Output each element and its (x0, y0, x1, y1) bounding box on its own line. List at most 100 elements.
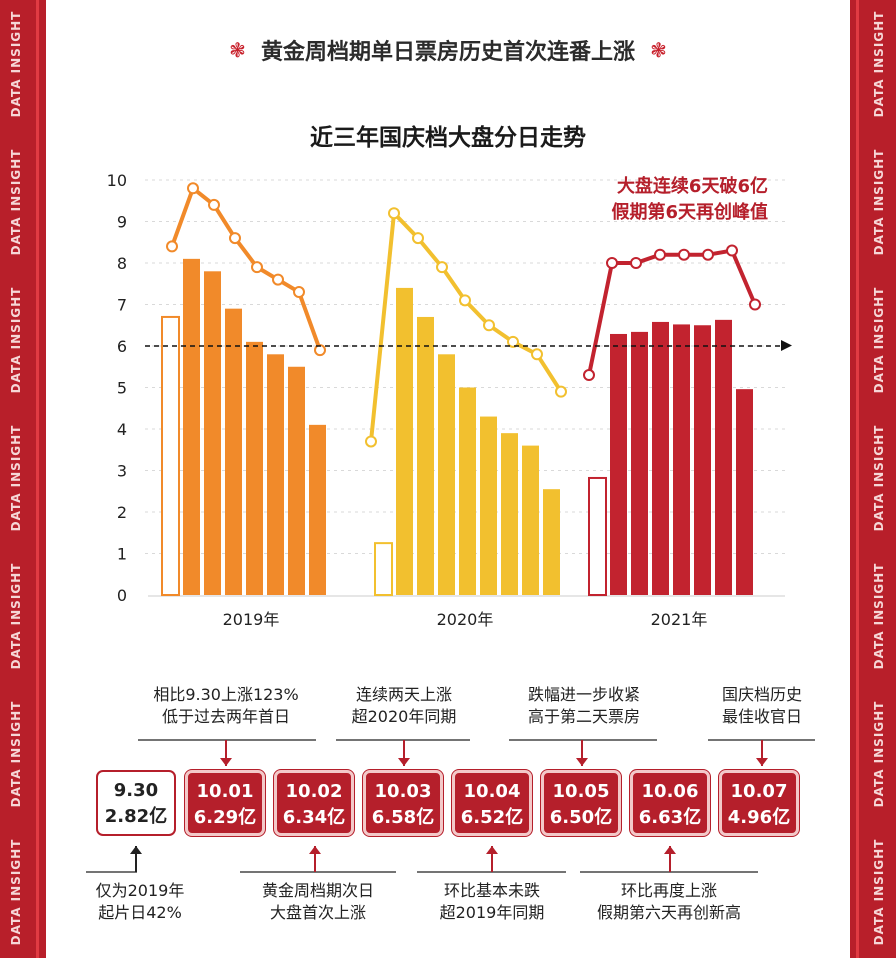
callout-line: 超2019年同期 (439, 903, 545, 922)
y-tick-label: 1 (117, 545, 127, 564)
trend-point (583, 369, 595, 382)
trend-point (459, 294, 471, 307)
day-boxoffice: 6.52亿 (460, 807, 524, 828)
bottom-callout: 环比再度上涨 假期第六天再创新高 (574, 880, 764, 924)
trend-point (630, 257, 642, 269)
y-tick-label: 2 (117, 503, 127, 522)
callout-line: 超2020年同期 (351, 707, 457, 726)
daily-bar (694, 325, 711, 595)
right-frame-border: DATA INSIGHT DATA INSIGHT DATA INSIGHT DATA… (850, 0, 896, 958)
trend-point (678, 248, 690, 261)
trend-point (483, 319, 495, 332)
trend-point (314, 344, 326, 357)
x-group-label: 2019年 (223, 610, 280, 629)
day-boxoffice: 6.34亿 (282, 807, 346, 828)
callout-line: 起片日42% (98, 903, 182, 922)
trend-point (654, 248, 666, 261)
trend-point (749, 298, 761, 311)
daily-bar (225, 308, 242, 595)
day-boxoffice: 6.29亿 (193, 807, 257, 828)
top-callout: 相比9.30上涨123% 低于过去两年首日 (136, 684, 316, 728)
daily-bar (501, 433, 518, 595)
arrow-up-icon (309, 846, 321, 854)
daily-bar (438, 354, 455, 595)
trend-point (251, 261, 263, 274)
x-group-label: 2021年 (651, 610, 708, 629)
chart-title: 近三年国庆档大盘分日走势 (310, 125, 586, 151)
trend-point (436, 261, 448, 274)
daily-bar (610, 333, 627, 595)
trend-point (531, 348, 543, 361)
trend-point (726, 244, 738, 257)
callout-line: 国庆档历史 (721, 685, 802, 704)
trend-point (606, 257, 618, 269)
chart-annotation: 大盘连续6天破6亿 假期第6天再创峰值 (611, 174, 768, 226)
daily-bar (288, 366, 305, 595)
day-box: 10.06 6.63亿 (630, 770, 710, 836)
callout-line: 连续两天上涨 (355, 685, 452, 704)
day-box: 10.03 6.58亿 (363, 770, 443, 836)
day-box: 9.30 2.82亿 (96, 770, 176, 836)
annotation-line-2: 假期第6天再创峰值 (611, 202, 768, 223)
trend-point (388, 207, 400, 220)
header: ❃ 黄金周档期单日票房历史首次连番上涨 ❃ (46, 34, 850, 68)
day-date: 10.01 (196, 781, 254, 802)
arrow-up-icon (486, 846, 498, 854)
y-tick-label: 9 (117, 213, 127, 232)
daily-bar (673, 324, 690, 595)
callout-line: 环比基本未跌 (443, 881, 540, 900)
left-frame-stripe (36, 0, 39, 958)
callout-line: 相比9.30上涨123% (153, 685, 299, 704)
arrow-up-icon (664, 846, 676, 854)
daily-bar (309, 424, 326, 595)
daily-bar (396, 287, 413, 595)
trend-point (507, 335, 519, 348)
day-date: 10.06 (641, 781, 699, 802)
day-boxoffice: 6.50亿 (549, 807, 613, 828)
daily-bar (522, 445, 539, 595)
trend-point (365, 435, 377, 448)
trend-point (293, 286, 305, 299)
daily-bar (459, 387, 476, 595)
day-date: 10.04 (463, 781, 521, 802)
daily-bar (736, 389, 753, 595)
callout-line: 跌幅进一步收紧 (527, 685, 640, 704)
arrow-down-icon (220, 758, 232, 766)
y-tick-label: 5 (117, 379, 127, 398)
trend-point (229, 232, 241, 245)
day-date: 10.03 (374, 781, 432, 802)
bottom-callout: 环比基本未跌 超2019年同期 (412, 880, 572, 924)
daily-bar (267, 354, 284, 595)
daily-bar (631, 331, 648, 595)
day-date: 10.02 (285, 781, 343, 802)
day-box: 10.04 6.52亿 (452, 770, 532, 836)
reference-arrow-icon (781, 340, 792, 351)
y-tick-label: 4 (117, 420, 127, 439)
trend-point (166, 240, 178, 253)
top-callout: 跌幅进一步收紧 高于第二天票房 (509, 684, 659, 728)
daily-bar (204, 271, 221, 595)
daily-bar (652, 321, 669, 595)
callout-line: 高于第二天票房 (527, 707, 640, 726)
day-boxoffice: 4.96亿 (727, 807, 791, 828)
top-callout: 连续两天上涨 超2020年同期 (334, 684, 474, 728)
callout-line: 假期第六天再创新高 (596, 903, 741, 922)
top-callout: 国庆档历史 最佳收官日 (706, 684, 818, 728)
day-box: 10.02 6.34亿 (274, 770, 354, 836)
y-tick-label: 0 (117, 586, 127, 605)
callout-line: 黄金周档期次日 (261, 881, 374, 900)
day-boxoffice: 6.58亿 (371, 807, 435, 828)
callout-line: 大盘首次上涨 (269, 903, 366, 922)
trend-point (702, 248, 714, 261)
flower-icon: ❃ (229, 38, 246, 62)
trend-point (555, 385, 567, 398)
annotation-line-1: 大盘连续6天破6亿 (616, 176, 768, 197)
bottom-callout: 黄金周档期次日 大盘首次上涨 (238, 880, 398, 924)
prev-day-bar (374, 542, 393, 596)
day-boxoffice: 2.82亿 (104, 806, 168, 827)
day-box: 10.07 4.96亿 (719, 770, 799, 836)
daily-bar (246, 341, 263, 595)
trend-point (208, 198, 220, 211)
